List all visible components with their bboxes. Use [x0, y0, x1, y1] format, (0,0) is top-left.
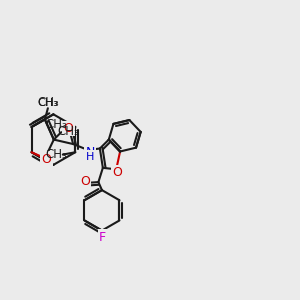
Text: CH₃: CH₃ [45, 118, 67, 131]
Text: CH₃: CH₃ [38, 98, 58, 108]
Text: F: F [99, 231, 106, 244]
Text: CH₃: CH₃ [57, 125, 79, 138]
Text: O: O [41, 153, 51, 166]
Text: O: O [112, 166, 122, 179]
Text: CH₃: CH₃ [45, 148, 67, 161]
Text: N: N [86, 146, 95, 159]
Text: H: H [86, 152, 94, 161]
Text: O: O [64, 122, 74, 135]
Text: CH₃: CH₃ [37, 96, 59, 109]
Text: O: O [80, 175, 90, 188]
